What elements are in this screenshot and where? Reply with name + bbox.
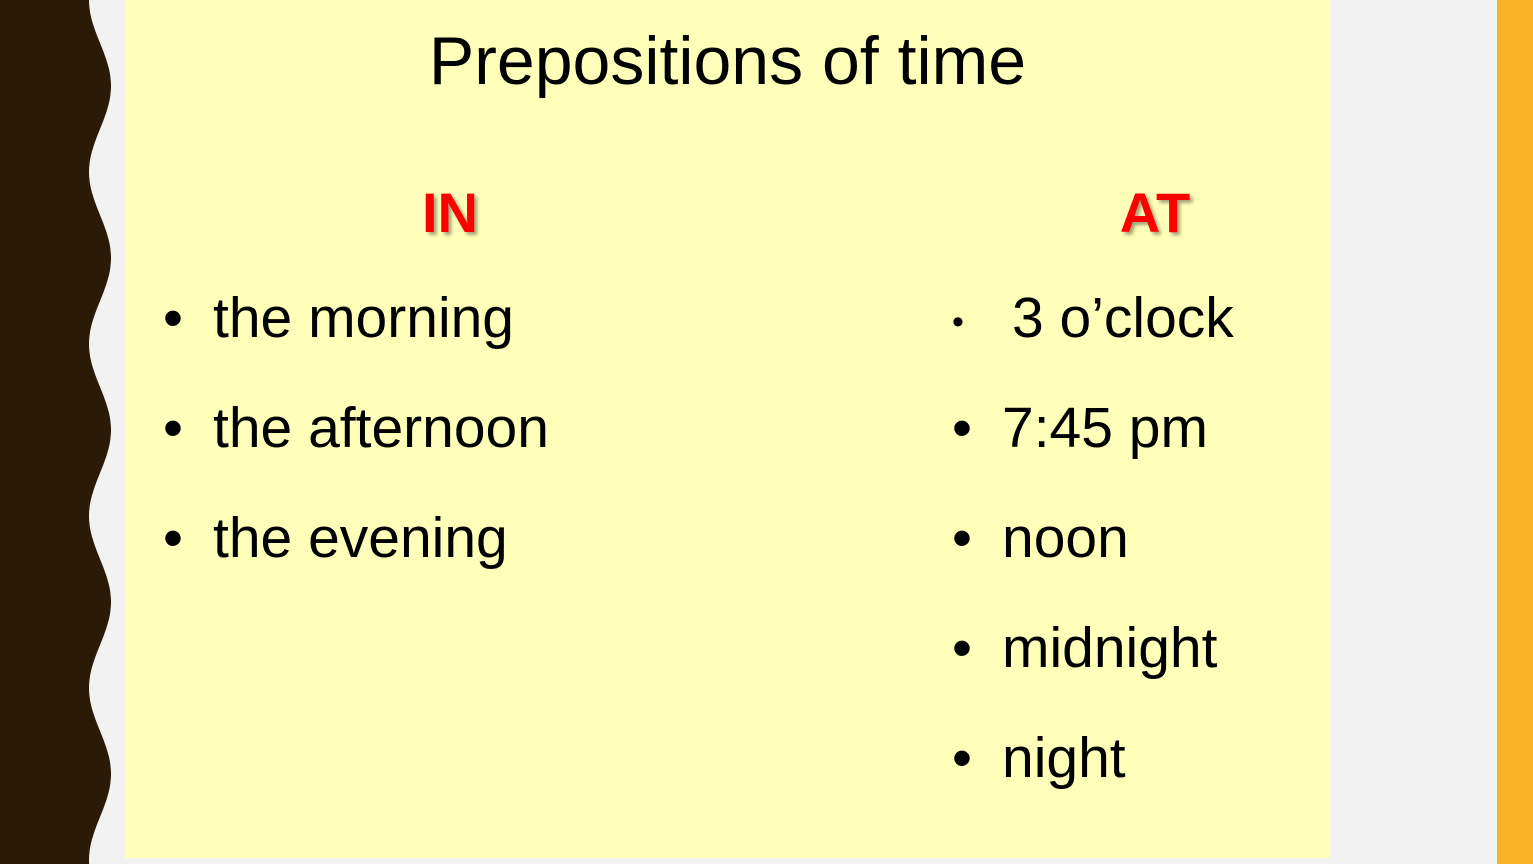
bullet-icon: • bbox=[952, 616, 972, 680]
slide: Prepositions of time IN AT • the morning … bbox=[125, 0, 1330, 858]
bullet-icon: • bbox=[163, 396, 183, 460]
bullet-icon: • bbox=[952, 396, 972, 460]
item-text: night bbox=[1002, 726, 1126, 790]
item-text: noon bbox=[1002, 506, 1129, 570]
bullet-icon: • bbox=[163, 286, 183, 350]
slide-title: Prepositions of time bbox=[428, 23, 1027, 99]
column-heading-at: AT bbox=[1119, 181, 1191, 244]
in-list: • the morning • the afternoon • the evening bbox=[163, 280, 549, 610]
at-list: • 3 o’clock • 7:45 pm • noon • midnight • nig… bbox=[952, 280, 1234, 830]
item-text: the evening bbox=[213, 506, 508, 570]
list-item: • the afternoon bbox=[163, 390, 549, 500]
bullet-icon: • bbox=[952, 726, 972, 790]
bullet-icon: • bbox=[952, 506, 972, 570]
list-item: • noon bbox=[952, 500, 1234, 610]
bullet-icon: • bbox=[952, 302, 964, 341]
item-text: midnight bbox=[1002, 616, 1218, 680]
wavy-border-decoration bbox=[0, 0, 111, 864]
list-item: • the evening bbox=[163, 500, 549, 610]
list-item: • night bbox=[952, 720, 1234, 830]
bullet-icon: • bbox=[163, 506, 183, 570]
list-item: • 7:45 pm bbox=[952, 390, 1234, 500]
list-item: • 3 o’clock bbox=[952, 280, 1234, 390]
list-item: • midnight bbox=[952, 610, 1234, 720]
item-text: the afternoon bbox=[213, 396, 549, 460]
item-text: the morning bbox=[213, 286, 515, 350]
list-item: • the morning bbox=[163, 280, 549, 390]
orange-side-bar bbox=[1497, 0, 1533, 864]
column-heading-in: IN bbox=[422, 181, 478, 244]
item-text: 3 o’clock bbox=[1012, 286, 1234, 350]
item-text: 7:45 pm bbox=[1002, 396, 1208, 460]
